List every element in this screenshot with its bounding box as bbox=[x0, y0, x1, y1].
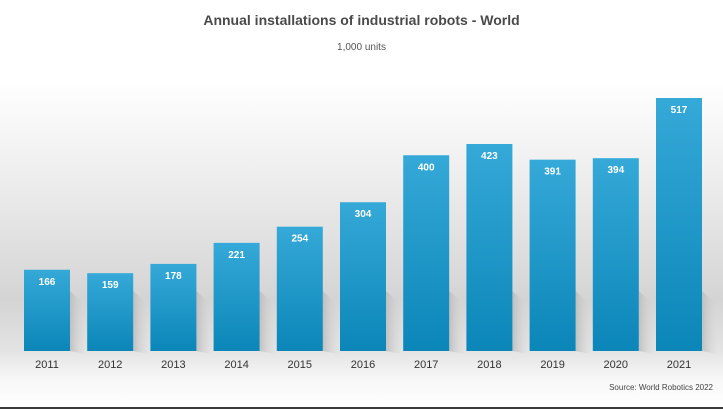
x-tick-label-2021: 2021 bbox=[667, 359, 691, 371]
bottom-rule bbox=[0, 407, 723, 409]
bar-2016 bbox=[340, 202, 386, 351]
bar-value-labels: 166 159 178 221 254 304 400 423 391 394 517 bbox=[39, 105, 688, 291]
bar-shadow-2014 bbox=[259, 291, 276, 354]
bar-value-label-2020: 394 bbox=[607, 165, 624, 176]
x-axis-tick-labels: 2011 2012 2013 2014 2015 2016 2017 2018 2019 2020… bbox=[35, 359, 691, 371]
chart-subtitle: 1,000 units bbox=[337, 42, 386, 53]
bar-value-label-2014: 221 bbox=[228, 250, 245, 261]
bar-2021 bbox=[656, 98, 702, 351]
bar-value-label-2021: 517 bbox=[671, 105, 688, 116]
bar-2017 bbox=[403, 155, 450, 351]
bar-value-label-2011: 166 bbox=[39, 277, 56, 288]
bar-2014 bbox=[213, 242, 260, 351]
x-tick-label-2020: 2020 bbox=[604, 359, 628, 371]
bar-2020 bbox=[592, 158, 639, 351]
bar-value-label-2019: 391 bbox=[544, 167, 561, 178]
bar-shadow-2015 bbox=[322, 291, 339, 354]
bar-2015 bbox=[276, 226, 323, 351]
bar-shadow-2018 bbox=[512, 291, 529, 354]
bar-2013 bbox=[150, 263, 197, 351]
x-tick-label-2012: 2012 bbox=[98, 359, 122, 371]
bar-shadow-2019 bbox=[575, 291, 592, 354]
chart-title: Annual installations of industrial robot… bbox=[203, 12, 520, 28]
bar-shadow-2021 bbox=[702, 291, 718, 354]
x-tick-label-2014: 2014 bbox=[224, 359, 248, 371]
bar-shadows bbox=[70, 291, 718, 354]
bar-value-label-2013: 178 bbox=[165, 271, 182, 282]
bar-value-label-2012: 159 bbox=[102, 280, 119, 291]
bar-2012 bbox=[87, 273, 134, 351]
bar-shadow-2020 bbox=[638, 291, 655, 354]
source-note: Source: World Robotics 2022 bbox=[609, 383, 713, 392]
x-tick-label-2018: 2018 bbox=[477, 359, 501, 371]
x-tick-label-2011: 2011 bbox=[35, 359, 59, 371]
bar-shadow-2012 bbox=[133, 291, 150, 354]
bar-2018 bbox=[466, 144, 513, 351]
bar-value-label-2018: 423 bbox=[481, 151, 498, 162]
bar-shadow-2017 bbox=[449, 291, 466, 354]
x-tick-label-2013: 2013 bbox=[161, 359, 185, 371]
bar-shadow-2013 bbox=[196, 291, 213, 354]
bar-value-label-2016: 304 bbox=[355, 209, 372, 220]
x-tick-label-2016: 2016 bbox=[351, 359, 375, 371]
bars-group bbox=[24, 98, 702, 351]
bar-shadow-2016 bbox=[386, 291, 402, 354]
bar-value-label-2015: 254 bbox=[291, 234, 308, 245]
x-tick-label-2017: 2017 bbox=[414, 359, 438, 371]
bar-2019 bbox=[529, 159, 576, 351]
bar-2011 bbox=[24, 269, 70, 351]
x-tick-label-2015: 2015 bbox=[288, 359, 312, 371]
bar-shadow-2011 bbox=[70, 291, 86, 354]
x-tick-label-2019: 2019 bbox=[540, 359, 564, 371]
bar-value-label-2017: 400 bbox=[418, 162, 435, 173]
